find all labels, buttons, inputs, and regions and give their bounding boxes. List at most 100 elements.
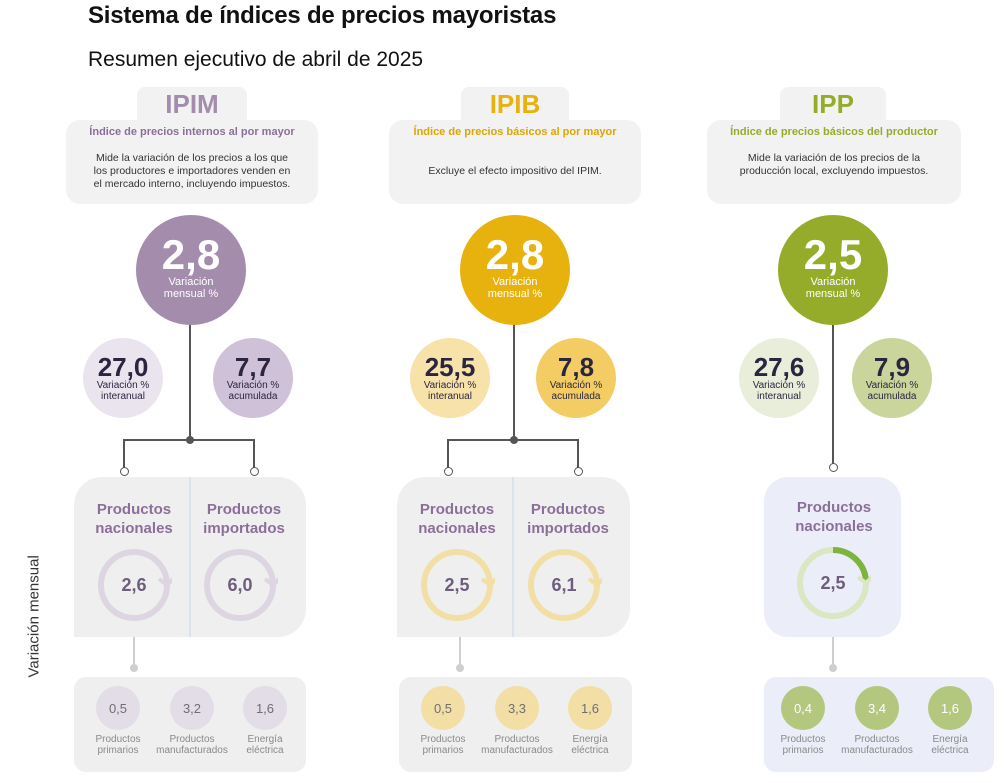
ipim-national-ring [98,549,172,621]
ipp-breakdown-dot [829,664,837,672]
ipim-breakdown-dot [130,664,138,672]
ipp-energy-circle: 1,6 [928,686,972,730]
ipim-national-title: Productos nacionales [74,500,194,538]
ipib-connector [513,270,515,440]
page-title: Sistema de índices de precios mayoristas [88,2,557,29]
breakdown-label-line: Energía [932,734,968,745]
ipib-accumulated-value: 7,8 [557,352,595,382]
ipim-monthly-label: mensual % [163,288,219,300]
ipim-name: Índice de precios internos al por mayor [89,126,295,138]
ipib-accumulated-label: acumulada [551,391,601,402]
ipp-accumulated-label: Variación % [865,380,919,391]
breakdown-label-line: manufacturados [841,745,913,756]
ipim-interannual-value: 27,0 [97,352,149,382]
ipp-name: Índice de precios básicos del productor [730,126,938,138]
ipib-monthly-label: Variación [492,276,538,288]
ipib-description-line: Excluye el efecto impositivo del IPIM. [428,165,602,177]
ipim-accumulated-value: 7,7 [234,352,272,382]
product-title-line: Productos [796,499,872,516]
ipim-accumulated-label: Variación % [226,380,280,391]
ipim-accumulated-circle: 7,7 Variación % acumulada [213,338,293,418]
ipp-monthly-label: mensual % [805,288,861,300]
ipp-energy-label: Energía eléctrica [905,734,995,756]
product-title-line: Productos [96,501,172,518]
ipim-interannual-label: interanual [101,391,145,402]
ipib-manufactured-circle: 3,3 [495,686,539,730]
ipp-products-panel [764,477,901,637]
breakdown-label-line: Energía [572,734,608,745]
product-title-line: Productos [206,501,282,518]
ipib-manufactured-label: Productos manufacturados [472,734,562,756]
ipim-breakdown-connector [133,637,135,667]
ipim-monthly-label: Variación [168,276,214,288]
ipim-monthly-circle: 2,8 Variación mensual % [136,215,246,325]
ipp-accumulated-label: acumulada [867,391,917,402]
ipp-info-box: Índice de precios básicos del productor … [707,120,961,204]
ipim-tab: IPIM [137,87,247,121]
breakdown-label-line: eléctrica [571,745,609,756]
breakdown-label-line: Productos [854,734,900,745]
ipp-interannual-value: 27,6 [753,352,805,382]
ipib-imported-title: Productos importados [510,500,626,538]
ipib-interannual-value: 25,5 [424,352,476,382]
ipib-monthly-circle: 2,8 Variación mensual % [460,215,570,325]
breakdown-label-line: primarios [422,745,464,756]
ipim-primary-label: Productos primarios [73,734,163,756]
ipp-description-line: producción local, excluyendo impuestos. [739,165,929,177]
ipib-interannual-label: Variación % [423,380,477,391]
ipib-interannual-label: interanual [428,391,472,402]
ipim-monthly-value: 2,8 [161,231,221,278]
breakdown-label-line: eléctrica [931,745,969,756]
product-title-line: importados [527,520,609,537]
ipim-energy-label: Energía eléctrica [220,734,310,756]
breakdown-label-line: Productos [169,734,215,745]
ipp-manufactured-circle: 3,4 [855,686,899,730]
ipib-interannual-circle: 25,5 Variación % interanual [410,338,490,418]
ipp-breakdown-connector [832,637,834,667]
ipp-manufactured-label: Productos manufacturados [832,734,922,756]
ipim-national-value: 2,6 [121,575,147,595]
ipib-branch-right [577,439,579,469]
ipib-products-divider [512,477,514,637]
product-title-line: importados [203,520,285,537]
ipib-national-ring [421,549,495,621]
breakdown-label-line: manufacturados [481,745,553,756]
ipp-accumulated-value: 7,9 [873,352,911,382]
product-title-line: Productos [530,501,606,518]
ipib-tab: IPIB [461,87,569,121]
ipp-interannual-label: interanual [757,391,801,402]
page-subtitle: Resumen ejecutivo de abril de 2025 [88,48,424,71]
ipim-energy-circle: 1,6 [243,686,287,730]
ipp-national-value: 2,5 [820,573,846,593]
ipp-tab: IPP [780,87,886,121]
ipp-monthly-label: Variación [810,276,856,288]
ipim-primary-circle: 0,5 [96,686,140,730]
ipp-national-title: Productos nacionales [764,498,904,536]
ipib-breakdown-connector [459,637,461,667]
ipim-branch-right [253,439,255,469]
breakdown-label-line: eléctrica [246,745,284,756]
ipib-national-title: Productos nacionales [397,500,517,538]
ipp-accumulated-circle: 7,9 Variación % acumulada [852,338,932,418]
ipim-connector [189,270,191,440]
ipib-branch-end [444,467,453,476]
ipib-branch-left [447,439,449,469]
ipim-manufactured-label: Productos manufacturados [147,734,237,756]
ipp-description-line: Mide la variación de los precios de la [747,152,921,164]
ipp-connector [832,270,834,465]
breakdown-label-line: manufacturados [156,745,228,756]
breakdown-label-line: Productos [420,734,466,745]
ipim-branch-end [120,467,129,476]
ipib-imported-ring [528,549,602,621]
ipp-monthly-value: 2,5 [803,231,863,278]
ipp-primary-circle: 0,4 [781,686,825,730]
ipib-branch-line [448,439,578,441]
ipib-national-value: 2,5 [444,575,470,595]
ipim-description-line: Mide la variación de los precios a los q… [95,152,289,164]
ipib-branch-end [574,467,583,476]
product-title-line: nacionales [95,520,173,537]
ipib-breakdown-dot [456,664,464,672]
ipim-info-box: Índice de precios internos al por mayor … [66,120,318,204]
ipim-interannual-label: Variación % [96,380,150,391]
ipim-products-divider [189,477,191,637]
